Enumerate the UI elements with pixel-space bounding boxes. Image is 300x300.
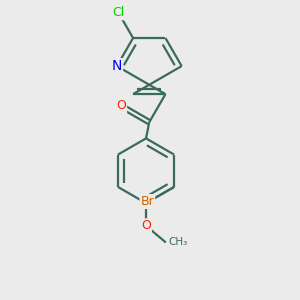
Text: O: O: [116, 100, 126, 112]
Text: N: N: [112, 59, 122, 73]
Text: CH₃: CH₃: [169, 238, 188, 248]
Text: Cl: Cl: [112, 6, 124, 19]
Text: O: O: [141, 219, 151, 232]
Text: Br: Br: [140, 195, 154, 208]
